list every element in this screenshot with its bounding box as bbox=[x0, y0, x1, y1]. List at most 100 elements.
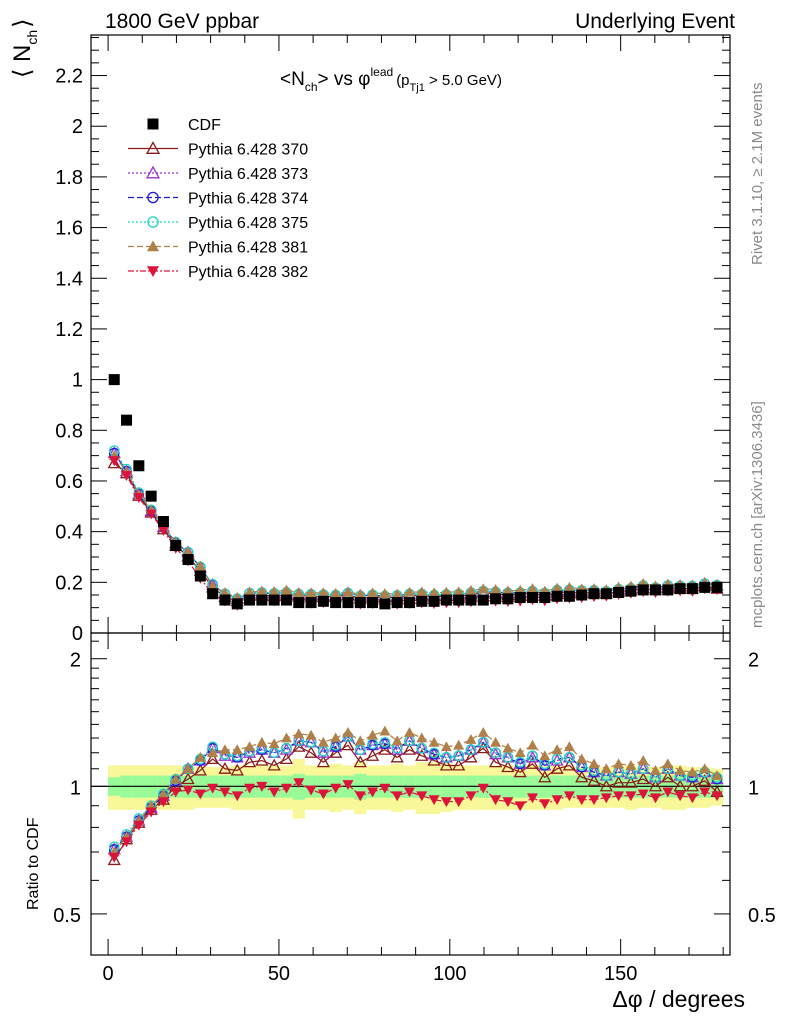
ratio-point-s381 bbox=[600, 763, 612, 774]
ratio-point-s370 bbox=[353, 755, 367, 768]
main-y-tick-label: 0.6 bbox=[55, 471, 83, 493]
main-y-tick-label: 0 bbox=[72, 623, 83, 645]
main-point-s382 bbox=[133, 493, 145, 504]
ratio-point-s370 bbox=[476, 741, 490, 754]
ratio-point-s370 bbox=[673, 779, 687, 792]
ratio-point-s375 bbox=[490, 747, 501, 759]
main-point-cdf bbox=[367, 597, 379, 609]
main-point-cdf bbox=[330, 597, 342, 609]
ratio-point-s382 bbox=[551, 795, 563, 806]
x-axis-label: Δφ / degrees bbox=[612, 986, 745, 1012]
ratio-point-s370 bbox=[292, 739, 306, 752]
ratio-point-s375 bbox=[514, 756, 526, 768]
main-point-cdf bbox=[539, 592, 551, 604]
ratio-point-s375 bbox=[477, 737, 489, 748]
main-point-cdf bbox=[194, 570, 206, 582]
legend-marker-s375 bbox=[147, 216, 159, 228]
main-point-cdf bbox=[379, 598, 391, 610]
ratio-point-s381 bbox=[526, 739, 538, 750]
ratio-point-s381 bbox=[268, 738, 280, 749]
main-point-cdf bbox=[563, 590, 575, 602]
main-point-s381 bbox=[440, 586, 452, 597]
ratio-point-s381 bbox=[686, 766, 698, 777]
header-right-label: Underlying Event bbox=[575, 10, 735, 33]
ratio-point-s381 bbox=[256, 736, 268, 747]
legend-entry-s382: Pythia 6.428 382 bbox=[128, 264, 308, 281]
main-point-cdf bbox=[514, 592, 526, 604]
ratio-point-s382 bbox=[280, 783, 292, 794]
main-point-cdf bbox=[600, 588, 612, 600]
main-y-tick-label: 2.2 bbox=[55, 66, 83, 88]
ratio-point-s381 bbox=[219, 744, 231, 755]
ratio-point-s382 bbox=[465, 791, 477, 802]
main-point-cdf bbox=[625, 585, 637, 597]
ratio-point-s382 bbox=[416, 791, 428, 802]
mcplots-label: mcplots.cern.ch [arXiv:1306.3436] bbox=[749, 401, 766, 628]
ratio-point-s382 bbox=[539, 799, 551, 810]
main-point-s381 bbox=[551, 582, 563, 593]
main-point-s381 bbox=[379, 588, 391, 599]
main-y-axis: 0 0.2 0.4 0.6 0.8 1 1.2 1.4 1.6 1.8 2 2.2 bbox=[55, 35, 730, 645]
ratio-point-s381 bbox=[330, 732, 342, 743]
ratio-point-s381 bbox=[711, 770, 723, 780]
ratio-point-s382 bbox=[699, 787, 711, 798]
ratio-point-s381 bbox=[293, 728, 305, 739]
ratio-point-s382 bbox=[330, 783, 342, 794]
ratio-point-s381 bbox=[563, 741, 575, 752]
ratio-point-s370 bbox=[439, 758, 453, 771]
main-point-cdf bbox=[650, 584, 662, 596]
ratio-point-s382 bbox=[108, 852, 120, 863]
main-point-s381 bbox=[293, 587, 305, 597]
main-point-s382 bbox=[157, 526, 169, 536]
ratio-point-s382 bbox=[576, 795, 588, 806]
main-point-cdf bbox=[588, 588, 600, 600]
ratio-point-s370 bbox=[230, 763, 244, 776]
ratio-point-s382 bbox=[256, 781, 268, 792]
ratio-point-s370 bbox=[390, 750, 404, 763]
ratio-point-s370 bbox=[538, 770, 552, 783]
ratio-point-s375 bbox=[441, 752, 452, 763]
ratio-plot: 0.5 0.5 1 1 2 2 0 50 100 150 Ratio to CDF Δφ / d… bbox=[25, 632, 776, 1012]
ratio-point-s382 bbox=[686, 793, 698, 804]
main-point-cdf bbox=[391, 597, 403, 609]
ratio-point-s381 bbox=[699, 763, 711, 774]
main-point-s381 bbox=[367, 587, 379, 598]
ratio-point-s382 bbox=[133, 820, 145, 831]
main-point-cdf bbox=[256, 594, 268, 606]
ratio-point-s381 bbox=[403, 726, 415, 737]
ratio-point-s375 bbox=[428, 747, 440, 759]
ratio-point-s382 bbox=[244, 783, 256, 794]
ratio-point-s381 bbox=[244, 741, 256, 752]
ratio-point-s370 bbox=[193, 763, 207, 776]
ratio-point-s381 bbox=[428, 736, 440, 747]
ratio-point-s382 bbox=[526, 793, 538, 804]
legend-marker-s374 bbox=[147, 191, 159, 204]
ratio-point-s370 bbox=[550, 761, 564, 774]
ratio-point-s370 bbox=[242, 755, 257, 768]
main-point-cdf bbox=[551, 590, 563, 602]
ratio-point-s370 bbox=[181, 772, 195, 785]
main-point-cdf bbox=[317, 595, 329, 607]
main-y-tick-label: 0.4 bbox=[55, 522, 83, 544]
main-point-cdf bbox=[699, 581, 711, 593]
main-y-tick-label: 0.8 bbox=[55, 420, 83, 442]
ratio-point-s382 bbox=[440, 797, 452, 808]
ratio-point-s382 bbox=[613, 791, 625, 802]
main-point-cdf bbox=[440, 594, 452, 606]
ratio-point-s381 bbox=[207, 747, 219, 758]
main-point-cdf bbox=[490, 593, 502, 605]
ratio-point-s382 bbox=[625, 791, 637, 802]
legend-entry-s374: Pythia 6.428 374 bbox=[128, 191, 308, 208]
ratio-point-s382 bbox=[268, 787, 280, 798]
ratio-point-s381 bbox=[379, 725, 391, 736]
main-y-tick-label: 1.8 bbox=[55, 167, 83, 189]
ratio-point-s373 bbox=[316, 745, 330, 758]
ratio-point-s382 bbox=[317, 789, 329, 800]
main-plot: 0 0.2 0.4 0.6 0.8 1 1.2 1.4 1.6 1.8 2 2.2 ⟨ Nch⟩ <N… bbox=[9, 18, 731, 645]
main-y-tick-label: 1.2 bbox=[55, 319, 83, 341]
ratio-point-s382 bbox=[182, 785, 194, 796]
ratio-series-line-s375 bbox=[113, 735, 718, 848]
ratio-point-s370 bbox=[464, 750, 478, 763]
ratio-point-s370 bbox=[206, 752, 220, 765]
